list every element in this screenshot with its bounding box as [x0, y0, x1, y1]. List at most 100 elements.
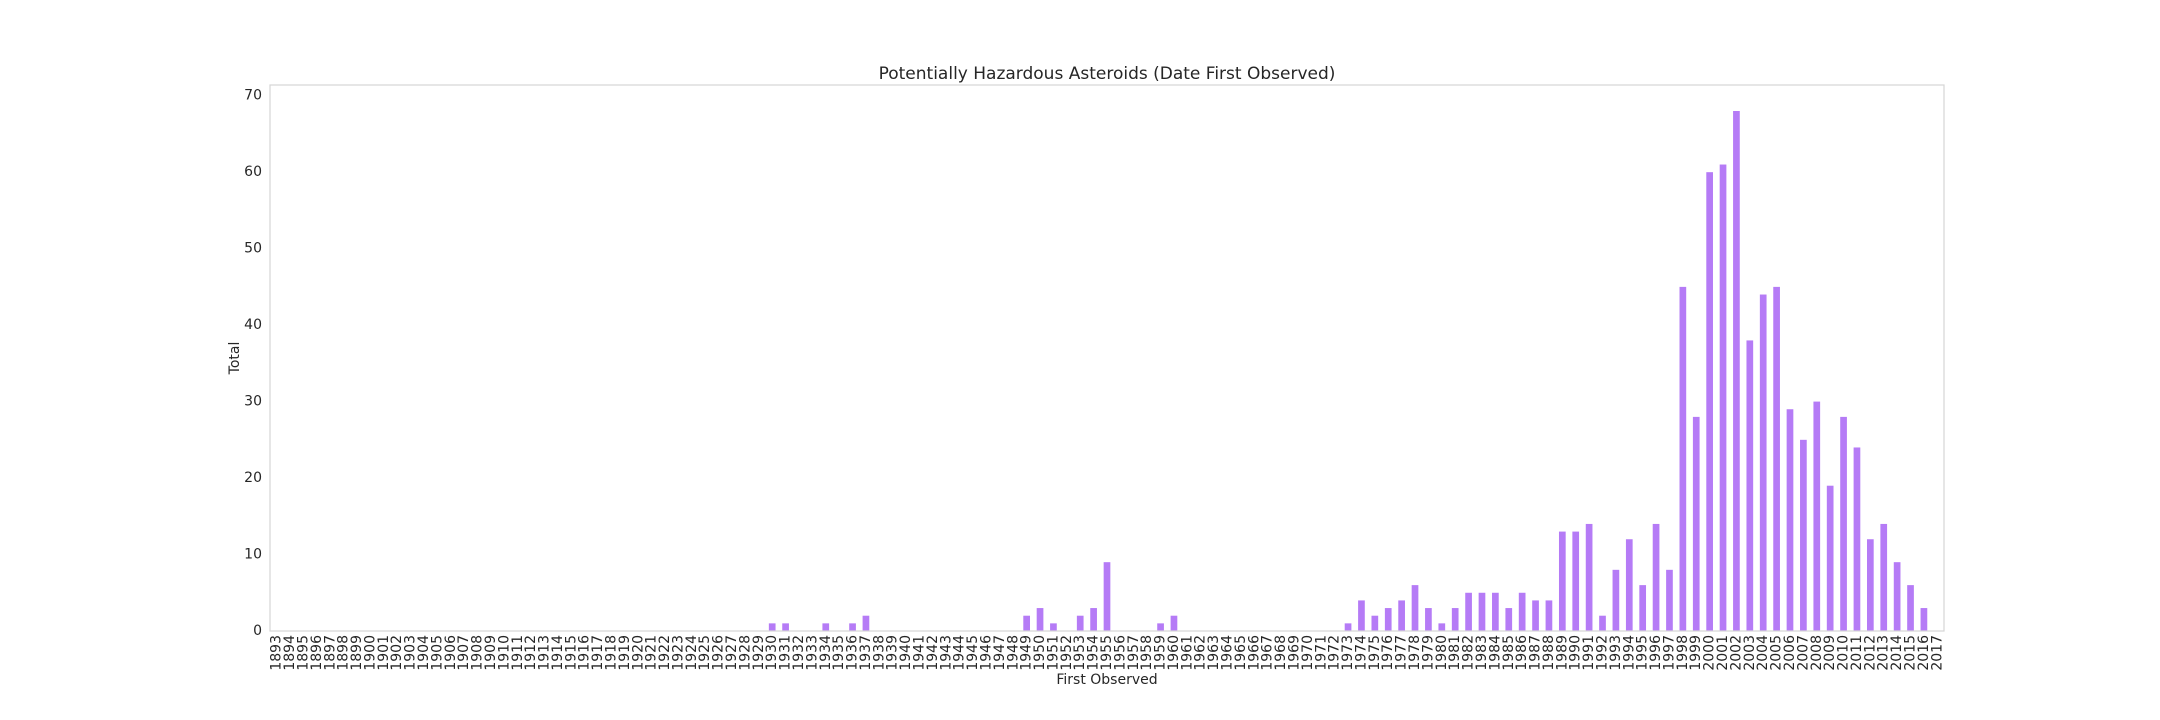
x-tick-label: 1962 — [1193, 635, 1209, 671]
x-tick-label: 2001 — [1715, 635, 1731, 671]
x-tick-label: 2007 — [1795, 635, 1811, 671]
x-tick-label: 1922 — [657, 635, 673, 671]
bar — [1652, 523, 1660, 631]
x-tick-label: 2017 — [1929, 635, 1945, 671]
bar — [1090, 608, 1097, 631]
x-tick-label: 1904 — [416, 635, 432, 671]
x-tick-label: 1898 — [336, 635, 352, 671]
x-tick-label: 2015 — [1903, 635, 1919, 671]
x-tick-label: 1923 — [670, 635, 686, 671]
bar — [1786, 409, 1794, 631]
bar — [1840, 416, 1847, 631]
bar — [1585, 523, 1593, 631]
x-tick-label: 1948 — [1005, 635, 1021, 671]
x-tick-label: 1926 — [711, 635, 727, 671]
x-tick-label: 1934 — [818, 635, 834, 671]
x-tick-label: 1970 — [1300, 635, 1316, 671]
y-tick-label: 20 — [244, 470, 262, 486]
x-tick-label: 1989 — [1554, 635, 1570, 671]
bar — [1612, 569, 1620, 631]
bar — [1572, 531, 1580, 631]
x-tick-label: 1911 — [510, 635, 526, 671]
x-tick-label: 1920 — [630, 635, 646, 671]
x-tick-label: 1996 — [1648, 635, 1664, 671]
x-tick-label: 1991 — [1581, 635, 1597, 671]
bar — [1505, 608, 1513, 631]
x-tick-label: 1983 — [1474, 635, 1490, 671]
x-tick-label: 1932 — [791, 635, 807, 671]
x-tick-label: 1967 — [1260, 635, 1276, 671]
bar — [1679, 286, 1687, 631]
x-tick-label: 2003 — [1742, 635, 1758, 671]
x-tick-label: 1910 — [496, 635, 512, 671]
bar — [1398, 600, 1405, 631]
x-tick-label: 1975 — [1367, 635, 1383, 671]
x-tick-label: 1950 — [1032, 635, 1048, 671]
bar — [1438, 623, 1446, 631]
bar — [1076, 615, 1084, 631]
x-tick-label: 2011 — [1849, 635, 1865, 671]
x-tick-label: 1985 — [1501, 635, 1517, 671]
y-tick-label: 0 — [253, 623, 262, 639]
x-tick-label: 1965 — [1233, 635, 1249, 671]
bar — [1371, 615, 1379, 631]
y-tick-label: 60 — [244, 164, 262, 180]
x-tick-label: 1953 — [1072, 635, 1088, 671]
x-tick-label: 1974 — [1353, 635, 1369, 671]
x-tick-label: 1999 — [1688, 635, 1704, 671]
x-tick-label: 1958 — [1139, 635, 1155, 671]
x-tick-label: 1949 — [1019, 635, 1035, 671]
x-tick-label: 1972 — [1327, 635, 1343, 671]
bar — [1344, 623, 1352, 631]
x-tick-label: 1894 — [282, 635, 298, 671]
x-tick-label: 1959 — [1153, 635, 1169, 671]
x-tick-label: 1963 — [1206, 635, 1222, 671]
bar — [1893, 562, 1901, 631]
x-tick-label: 1917 — [590, 635, 606, 671]
bar — [1157, 623, 1164, 631]
x-tick-label: 2005 — [1769, 635, 1785, 671]
x-tick-label: 1921 — [644, 635, 660, 671]
bar — [1853, 447, 1861, 631]
bar — [1411, 585, 1419, 631]
x-tick-label: 1895 — [295, 635, 311, 671]
bar — [768, 623, 776, 631]
x-tick-label: 1936 — [845, 635, 861, 671]
x-tick-label: 1893 — [269, 635, 285, 671]
x-tick-label: 1954 — [1086, 635, 1102, 671]
x-tick-label: 1938 — [871, 635, 887, 671]
x-axis-label: First Observed — [1056, 672, 1157, 688]
y-tick-label: 30 — [244, 394, 262, 410]
bar — [1746, 340, 1754, 631]
y-tick-label: 70 — [244, 88, 262, 104]
x-tick-label: 1901 — [376, 635, 392, 671]
x-tick-label: 1925 — [697, 635, 713, 671]
x-tick-label: 1955 — [1099, 635, 1115, 671]
bar — [1800, 439, 1807, 631]
x-tick-label: 1928 — [737, 635, 753, 671]
x-tick-label: 2013 — [1876, 635, 1892, 671]
x-tick-label: 1994 — [1621, 635, 1637, 671]
x-tick-label: 1968 — [1273, 635, 1289, 671]
bar — [1907, 585, 1914, 631]
x-tick-label: 1969 — [1286, 635, 1302, 671]
bar — [1920, 608, 1928, 631]
x-tick-label: 1957 — [1126, 635, 1142, 671]
bar — [1813, 401, 1821, 631]
x-tick-label: 1992 — [1595, 635, 1611, 671]
x-tick-label: 1986 — [1514, 635, 1530, 671]
bar — [1558, 531, 1566, 631]
x-tick-label: 1993 — [1608, 635, 1624, 671]
x-tick-label: 1929 — [751, 635, 767, 671]
x-tick-label: 1995 — [1635, 635, 1651, 671]
bar — [1478, 592, 1486, 631]
x-tick-label: 1945 — [965, 635, 981, 671]
x-tick-label: 1952 — [1059, 635, 1075, 671]
chart-title: Potentially Hazardous Asteroids (Date Fi… — [879, 64, 1336, 84]
x-tick-label: 1908 — [470, 635, 486, 671]
x-tick-label: 1927 — [724, 635, 740, 671]
x-tick-label: 1980 — [1434, 635, 1450, 671]
x-tick-label: 1964 — [1220, 635, 1236, 671]
x-tick-label: 1984 — [1487, 635, 1503, 671]
x-tick-label: 2009 — [1822, 635, 1838, 671]
